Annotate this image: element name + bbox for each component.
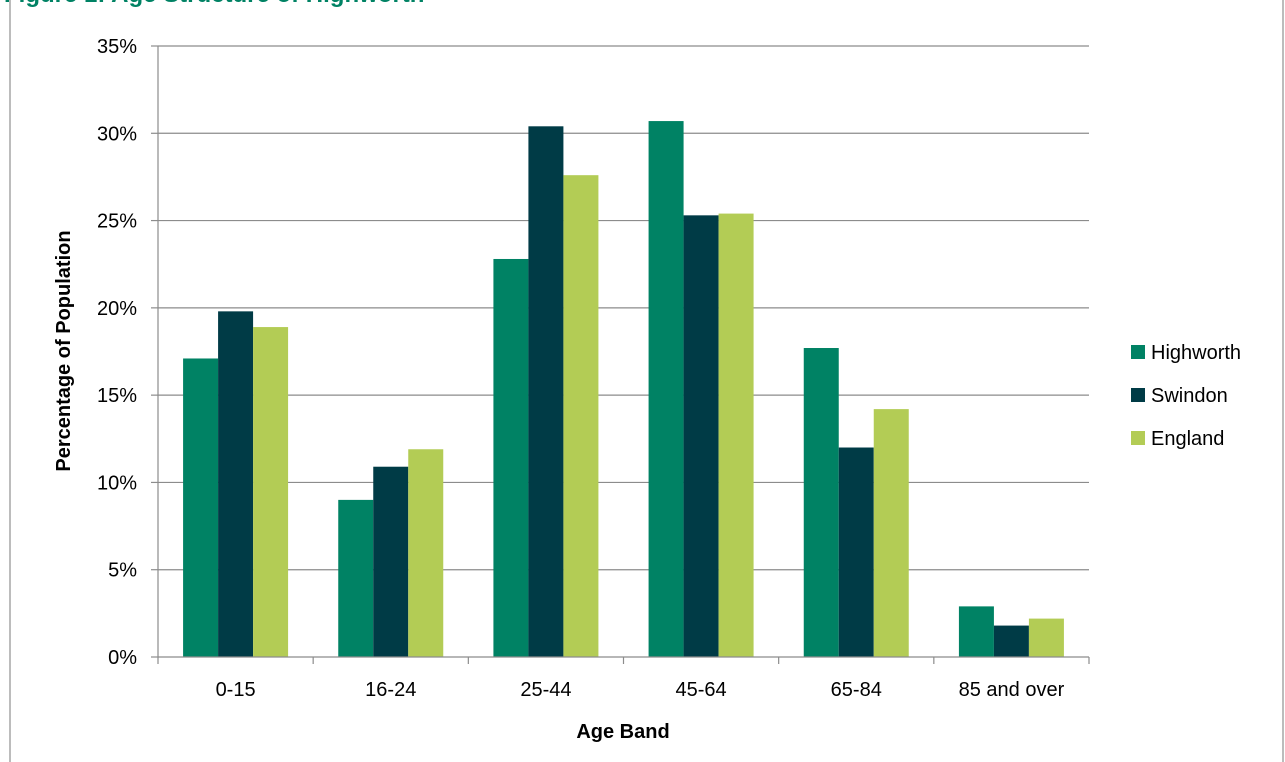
y-tick-label: 35% (97, 36, 137, 58)
bar-swindon-2 (528, 126, 564, 657)
legend-swatch-england (1131, 431, 1145, 445)
legend-label-england: England (1151, 428, 1224, 450)
bar-england-5 (1028, 618, 1064, 657)
legend-label-swindon: Swindon (1151, 385, 1228, 407)
bar-highworth-1 (338, 499, 374, 657)
bar-highworth-5 (958, 606, 994, 657)
bar-highworth-3 (648, 121, 684, 657)
bar-england-4 (873, 409, 909, 657)
bar-swindon-5 (993, 625, 1029, 657)
x-tick-label: 85 and over (959, 679, 1065, 701)
bar-highworth-4 (803, 348, 839, 657)
bar-england-1 (408, 449, 444, 657)
x-tick-label: 65-84 (831, 679, 882, 701)
legend-swatch-swindon (1131, 388, 1145, 402)
bar-england-2 (563, 175, 599, 657)
x-axis-title: Age Band (576, 721, 669, 743)
x-tick-label: 0-15 (216, 679, 256, 701)
bar-england-0 (253, 327, 289, 657)
y-tick-label: 25% (97, 211, 137, 233)
bar-highworth-2 (493, 258, 529, 657)
x-tick-labels: 0-15 16-24 25-44 45-64 65-84 85 and over (216, 679, 1065, 701)
x-tick-label: 16-24 (365, 679, 416, 701)
x-tick-label: 25-44 (520, 679, 571, 701)
y-tick-label: 5% (108, 560, 137, 582)
y-tick-label: 0% (108, 647, 137, 669)
y-axis-title: Percentage of Population (53, 230, 75, 471)
legend: Highworth Swindon England (1131, 342, 1241, 450)
bars (183, 121, 1064, 658)
bar-highworth-0 (183, 358, 219, 657)
axes (157, 46, 1090, 664)
clipped-heading-text: Figure 1: Age Structure of Highworth (4, 0, 424, 8)
x-tick-label: 45-64 (676, 679, 727, 701)
y-tick-label: 20% (97, 298, 137, 320)
y-tick-labels: 0% 5% 10% 15% 20% 25% 30% 35% (97, 36, 137, 669)
y-tick-label: 15% (97, 385, 137, 407)
bar-swindon-3 (683, 215, 719, 657)
bar-swindon-4 (838, 447, 874, 657)
legend-label-highworth: Highworth (1151, 342, 1241, 364)
gridlines (151, 45, 1089, 658)
legend-swatch-highworth (1131, 345, 1145, 359)
bar-swindon-0 (218, 311, 254, 657)
bar-england-3 (718, 213, 754, 658)
y-tick-label: 30% (97, 123, 137, 145)
y-tick-label: 10% (97, 472, 137, 494)
bar-swindon-1 (373, 466, 409, 657)
